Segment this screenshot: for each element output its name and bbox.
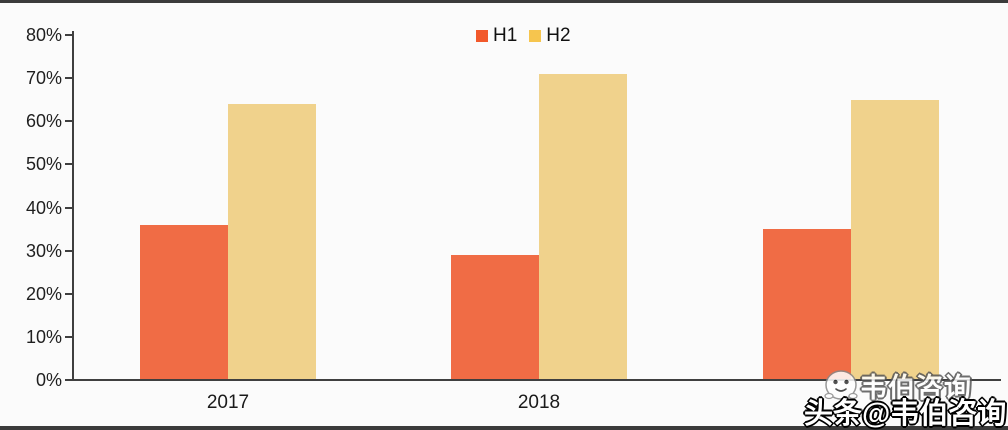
watermark-account-text: 头条@韦伯咨询 bbox=[804, 398, 1007, 430]
y-axis-tick bbox=[65, 77, 72, 80]
x-axis-category-label: 2017 bbox=[206, 392, 250, 413]
y-axis-tick-label: 30% bbox=[25, 240, 62, 261]
bar-h2-group-2 bbox=[539, 73, 627, 380]
y-axis-tick bbox=[65, 379, 72, 381]
top-border-strip bbox=[0, 0, 1008, 3]
mascot-icon bbox=[824, 369, 858, 400]
y-axis-line bbox=[72, 31, 74, 380]
y-axis-tick bbox=[65, 206, 72, 209]
y-axis-tick-label: 60% bbox=[25, 111, 62, 132]
y-axis-tick-label: 50% bbox=[25, 154, 62, 175]
legend-label-h2: H2 bbox=[546, 25, 571, 46]
y-axis-tick bbox=[65, 120, 72, 123]
y-axis-tick-label: 40% bbox=[25, 197, 62, 218]
y-axis-tick-label: 0% bbox=[35, 370, 62, 390]
bar-h1-group-1 bbox=[140, 224, 228, 380]
legend-swatch-h1 bbox=[476, 30, 488, 42]
bar-h1-group-2 bbox=[451, 254, 539, 380]
y-axis-tick-label: 70% bbox=[25, 68, 62, 89]
y-axis-tick-label: 10% bbox=[25, 326, 62, 347]
legend-label-h1: H1 bbox=[493, 25, 518, 46]
y-axis-tick-label: 20% bbox=[25, 283, 62, 304]
watermark-brand-text: 韦伯咨询 bbox=[860, 373, 972, 403]
watermark-upper: 韦伯咨询 bbox=[822, 366, 972, 405]
y-axis-tick bbox=[65, 335, 72, 338]
legend-item-h1: H1 bbox=[476, 25, 517, 47]
x-axis-category-label: 2018 bbox=[517, 392, 561, 413]
legend-swatch-h2 bbox=[529, 30, 542, 42]
chart-legend: H1 H2 bbox=[476, 25, 571, 47]
bar-h1-group-3 bbox=[763, 229, 851, 380]
bar-h2-group-3 bbox=[851, 99, 939, 380]
x-axis-line bbox=[72, 379, 1001, 381]
bottom-border-strip bbox=[0, 426, 1008, 430]
y-axis-tick bbox=[65, 34, 72, 36]
y-axis-tick bbox=[65, 163, 72, 166]
y-axis-tick bbox=[65, 292, 72, 295]
y-axis-tick-label: 80% bbox=[25, 25, 62, 45]
legend-item-h2: H2 bbox=[529, 25, 571, 47]
y-axis-tick bbox=[65, 249, 72, 252]
bar-h2-group-1 bbox=[228, 104, 316, 380]
